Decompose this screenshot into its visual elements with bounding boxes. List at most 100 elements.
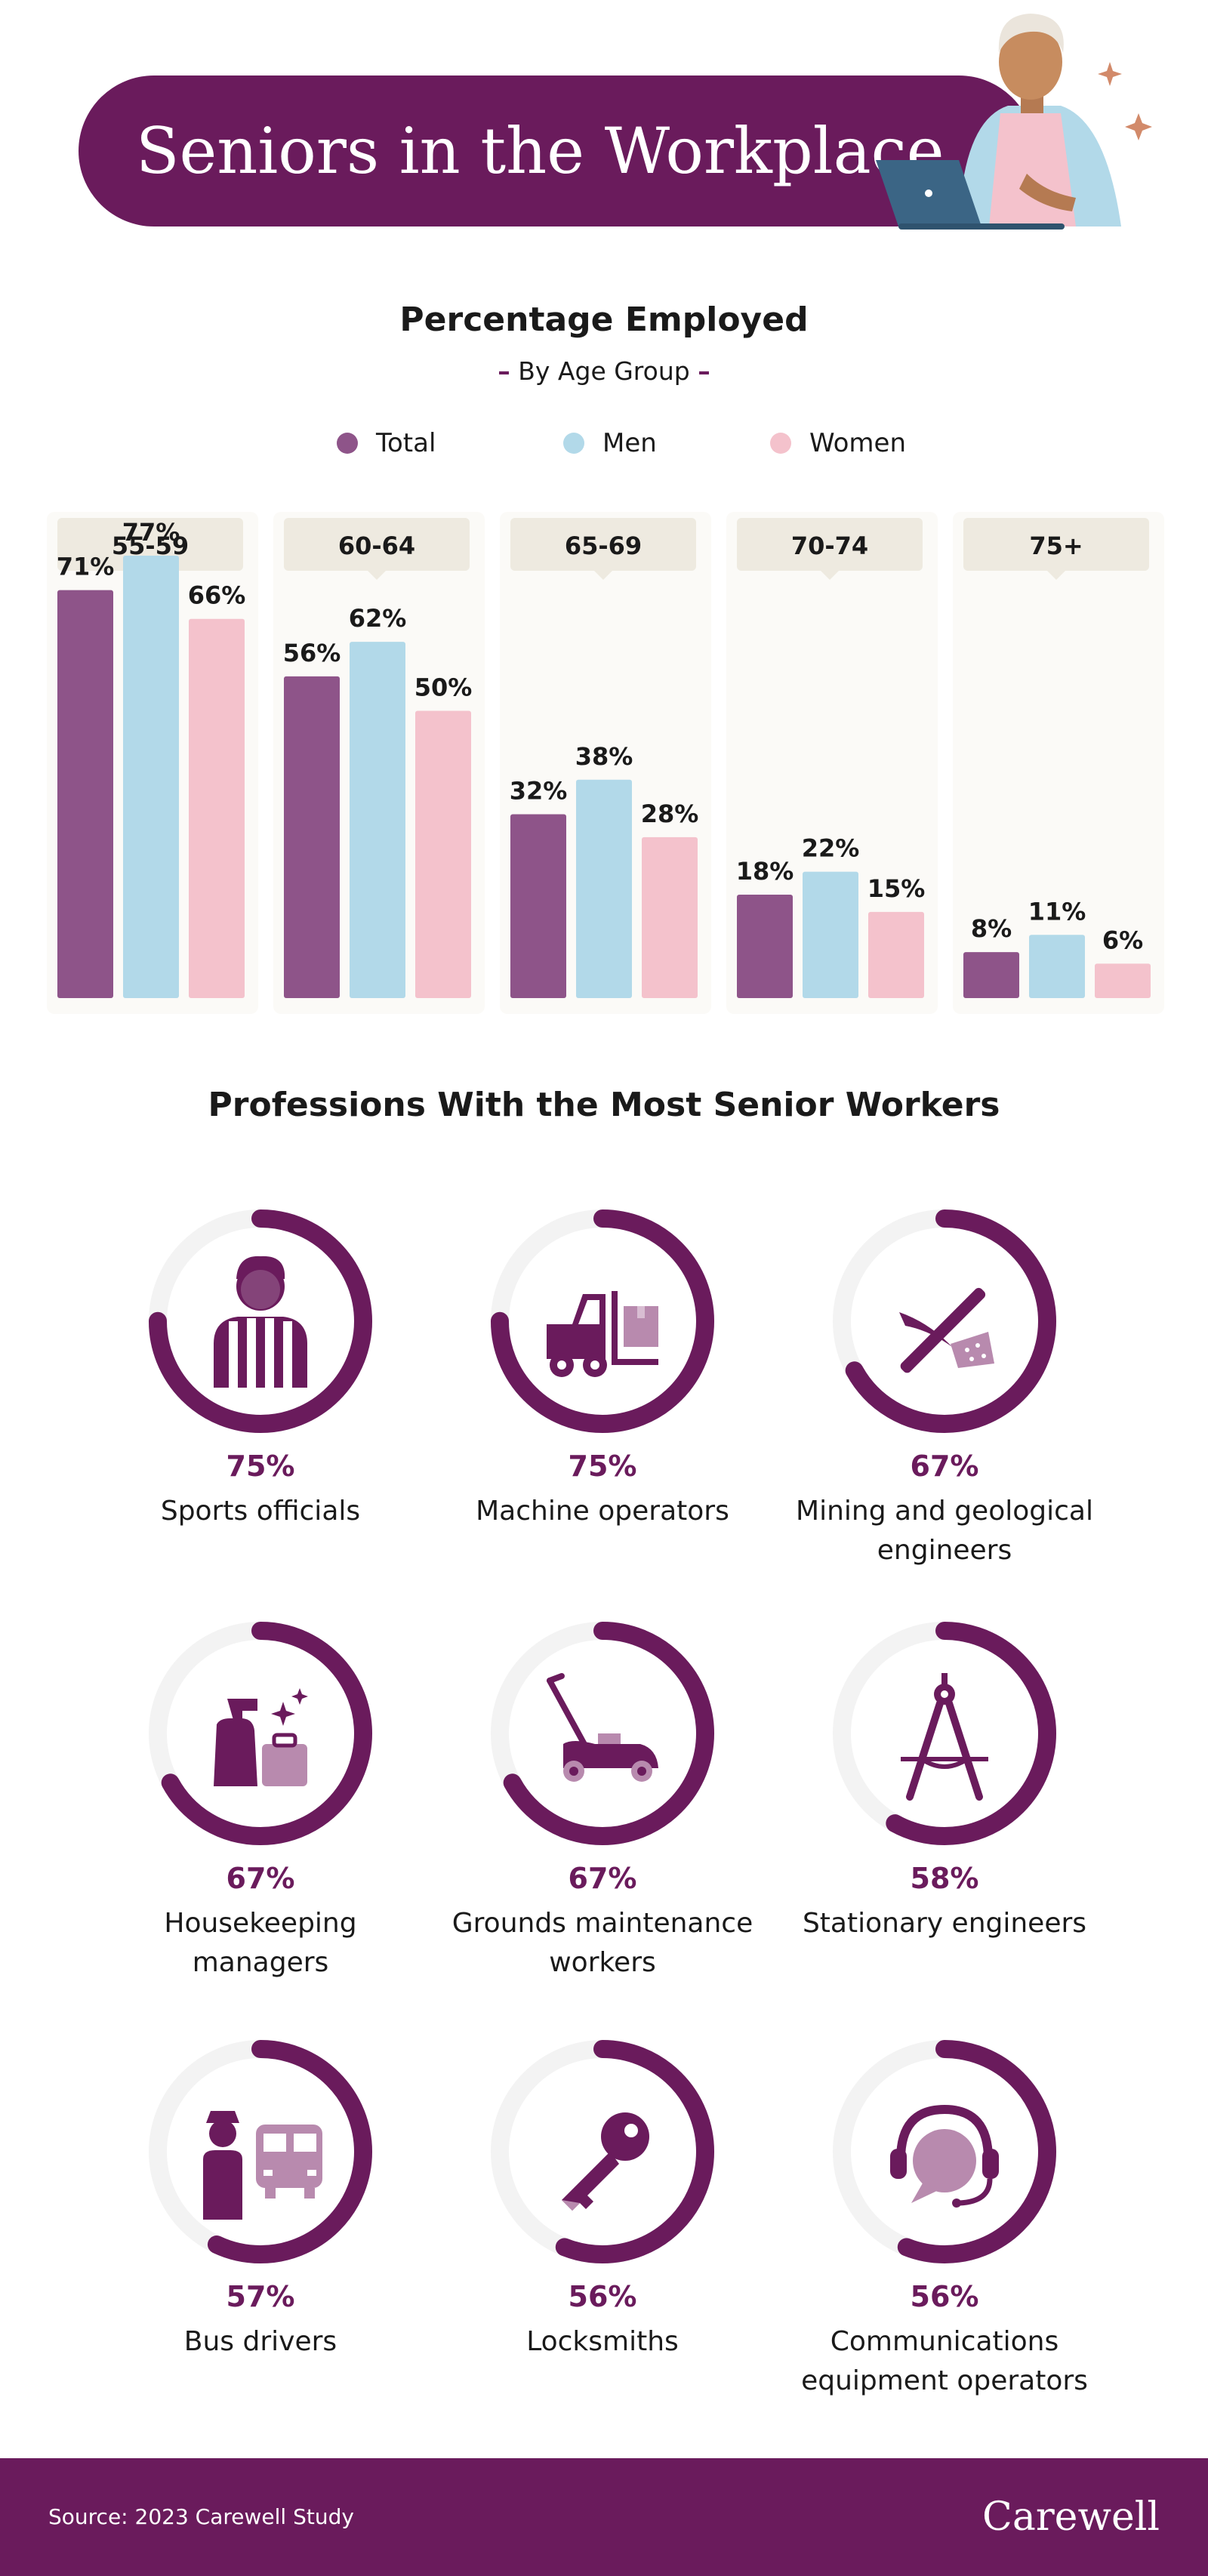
donut-chart bbox=[149, 1622, 372, 1845]
profession-label: Housekeeping managers bbox=[164, 1908, 357, 1978]
page-title: Seniors in the Workplace bbox=[136, 114, 945, 188]
age-group-70-74: 70-74 18% 22%15% bbox=[726, 512, 938, 1014]
group-label-box bbox=[510, 518, 696, 571]
profession-housekeeping-managers: 67% Housekeeping managers bbox=[94, 1620, 427, 2013]
donut-chart bbox=[149, 1209, 372, 1433]
donut-chart bbox=[833, 1209, 1056, 1433]
data-label: 32% bbox=[510, 776, 568, 805]
group-label-pointer bbox=[368, 571, 386, 580]
bar-total-55-59 bbox=[57, 590, 113, 998]
profession-mining-and-geological-engineers: 67% Mining and geological engineers bbox=[778, 1208, 1111, 1601]
donut-arc bbox=[491, 1622, 714, 1845]
profession-label: Grounds maintenance workers bbox=[451, 1908, 753, 1978]
cleaning-supplies-icon bbox=[214, 1688, 308, 1786]
group-label-box bbox=[737, 518, 923, 571]
profession-percent: 75% bbox=[226, 1450, 295, 1483]
key-icon bbox=[562, 2112, 649, 2211]
data-label: 6% bbox=[1102, 926, 1143, 954]
donut-arc bbox=[149, 1209, 372, 1433]
bar-women-75 bbox=[1095, 963, 1151, 998]
donut-arc bbox=[149, 1622, 372, 1845]
profession-machine-operators: 75% Machine operators bbox=[436, 1208, 769, 1601]
donut-chart bbox=[149, 2040, 372, 2263]
bar-total-60-64 bbox=[284, 676, 340, 998]
donut-arc bbox=[491, 1209, 714, 1433]
donut-arc bbox=[833, 1622, 1056, 1845]
profession-stationary-engineers: 58% Stationary engineers bbox=[778, 1620, 1111, 2013]
data-label: 66% bbox=[188, 581, 246, 610]
bar-men-55-59 bbox=[123, 556, 179, 998]
age-group-65-69: 65-69 32%38% 28% bbox=[500, 512, 711, 1014]
chart-legend: Total Men Women bbox=[0, 424, 1208, 462]
bar-men-70-74 bbox=[803, 871, 858, 998]
profession-percent: 56% bbox=[568, 2280, 637, 2313]
bar-women-65-69 bbox=[642, 837, 698, 998]
donut-chart bbox=[833, 2040, 1056, 2263]
group-label-box bbox=[284, 518, 470, 571]
data-label: 77% bbox=[122, 518, 180, 547]
donut-chart bbox=[491, 2040, 714, 2263]
profession-label: Stationary engineers bbox=[802, 1908, 1087, 1939]
group-label-pointer bbox=[594, 571, 612, 580]
profession-percent: 56% bbox=[910, 2280, 979, 2313]
profession-percent: 57% bbox=[226, 2280, 295, 2313]
bar-women-70-74 bbox=[868, 911, 924, 998]
group-panel bbox=[726, 512, 938, 1014]
headset-icon bbox=[890, 2104, 999, 2208]
profession-percent: 75% bbox=[568, 1450, 637, 1483]
legend-label-total: Total bbox=[376, 428, 436, 458]
data-label: 62% bbox=[349, 604, 407, 633]
group-label-box bbox=[963, 518, 1149, 571]
data-label: 56% bbox=[283, 639, 341, 667]
group-panel bbox=[953, 512, 1164, 1014]
data-label: 28% bbox=[641, 800, 699, 828]
profession-locksmiths: 56% Locksmiths bbox=[436, 2038, 769, 2431]
tick-label: 65-69 bbox=[565, 532, 642, 560]
group-label-pointer bbox=[1047, 571, 1065, 580]
donut-arc bbox=[833, 1209, 1056, 1433]
donut-chart bbox=[833, 1622, 1056, 1845]
lawn-mower-icon bbox=[547, 1673, 658, 1782]
data-label: 18% bbox=[736, 857, 794, 886]
bar-total-75 bbox=[963, 952, 1019, 998]
legend-label-men: Men bbox=[602, 428, 657, 458]
subtitle-dash-right: – bbox=[698, 356, 710, 386]
bar-total-65-69 bbox=[510, 814, 566, 998]
donut-chart bbox=[491, 1622, 714, 1845]
tick-label: 60-64 bbox=[338, 532, 415, 560]
profession-label: Sports officials bbox=[160, 1496, 361, 1527]
data-label: 11% bbox=[1028, 897, 1086, 926]
referee-icon bbox=[214, 1256, 307, 1388]
profession-grounds-maintenance-workers: 67% Grounds maintenance workers bbox=[436, 1620, 769, 2013]
source-note: Source: 2023 Carewell Study bbox=[48, 2504, 354, 2529]
data-label: 15% bbox=[867, 874, 926, 903]
tick-label: 70-74 bbox=[791, 532, 868, 560]
senior-with-laptop-icon bbox=[876, 14, 1152, 230]
tick-label: 75+ bbox=[1029, 532, 1083, 560]
profession-bus-drivers: 57% Bus drivers bbox=[94, 2038, 427, 2431]
donut-arc bbox=[491, 2040, 714, 2263]
bar-total-70-74 bbox=[737, 895, 793, 998]
forklift-icon bbox=[547, 1291, 658, 1377]
profession-percent: 58% bbox=[910, 1862, 979, 1895]
age-group-75: 75+ 8% 11% 6% bbox=[953, 512, 1164, 1014]
footer: Source: 2023 Carewell Study Carewell bbox=[0, 2458, 1208, 2576]
brand-logo: Carewell bbox=[982, 2494, 1160, 2540]
chart-title: Percentage Employed bbox=[399, 300, 809, 339]
profession-percent: 67% bbox=[910, 1450, 979, 1483]
bus-driver-icon bbox=[203, 2111, 322, 2220]
profession-label: Locksmiths bbox=[526, 2326, 679, 2357]
professions-title: Professions With the Most Senior Workers bbox=[208, 1086, 1000, 1124]
group-label-pointer bbox=[821, 571, 839, 580]
legend-item-women: Women bbox=[770, 424, 906, 462]
donut-chart bbox=[491, 1209, 714, 1433]
profession-percent: 67% bbox=[568, 1862, 637, 1895]
legend-swatch-men bbox=[563, 433, 584, 454]
bar-men-65-69 bbox=[576, 779, 632, 998]
profession-communications-equipment-operators: 56% Communications equipment operators bbox=[778, 2038, 1111, 2431]
legend-label-women: Women bbox=[809, 428, 907, 458]
chart-subtitle-text: By Age Group bbox=[518, 356, 690, 386]
legend-swatch-total bbox=[337, 433, 358, 454]
